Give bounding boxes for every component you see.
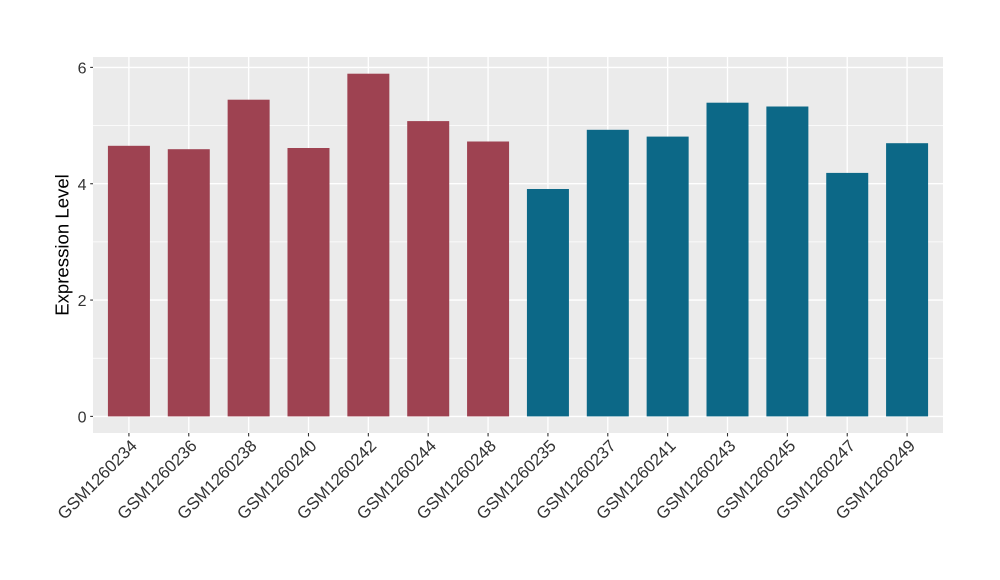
svg-text:2: 2 xyxy=(78,293,87,310)
svg-text:6: 6 xyxy=(78,61,87,78)
svg-text:0: 0 xyxy=(78,410,87,427)
svg-text:4: 4 xyxy=(78,177,87,194)
svg-text:Expression Level: Expression Level xyxy=(52,174,73,316)
